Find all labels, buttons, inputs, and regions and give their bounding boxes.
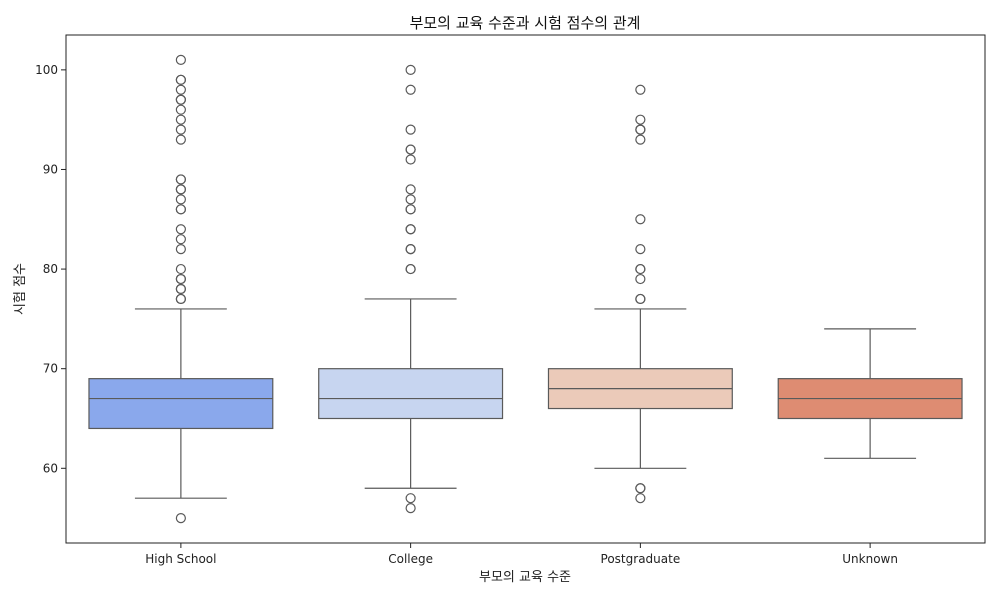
outlier-point — [175, 174, 186, 185]
outlier-point — [175, 184, 186, 195]
box-group — [88, 54, 274, 524]
y-tick-label: 70 — [43, 362, 58, 376]
outlier-point — [175, 114, 186, 125]
outlier-point — [175, 124, 186, 135]
iqr-box — [318, 368, 504, 420]
outlier-point — [175, 104, 186, 115]
x-tick-label: Postgraduate — [601, 552, 681, 566]
iqr-box — [88, 378, 274, 430]
x-tick-label: College — [388, 552, 433, 566]
outlier-point — [405, 154, 416, 165]
x-tick-label: Unknown — [842, 552, 898, 566]
outlier-point — [405, 84, 416, 95]
outlier-point — [175, 263, 186, 275]
outlier-point — [635, 134, 646, 145]
outlier-point — [405, 124, 416, 135]
outlier-point — [635, 263, 646, 275]
x-tick-label: High School — [145, 552, 216, 566]
outlier-point — [175, 194, 186, 205]
outlier-point — [175, 134, 186, 145]
outlier-point — [175, 94, 186, 105]
y-tick-label: 80 — [43, 262, 58, 276]
y-tick-label: 100 — [35, 63, 58, 77]
outlier-point — [175, 293, 186, 305]
outlier-point — [405, 503, 416, 514]
outlier-point — [405, 64, 416, 75]
box-group — [318, 64, 504, 514]
y-axis-label: 시험 점수 — [13, 263, 28, 315]
outlier-point — [635, 273, 646, 285]
outlier-point — [175, 224, 186, 235]
outlier-point — [175, 74, 186, 85]
y-tick-label: 90 — [43, 162, 58, 176]
outlier-point — [405, 194, 416, 205]
outlier-point — [405, 224, 416, 235]
outlier-point — [635, 483, 646, 494]
outlier-point — [175, 234, 186, 245]
y-tick-label: 60 — [43, 461, 58, 475]
outlier-point — [175, 54, 186, 66]
chart-title: 부모의 교육 수준과 시험 점수의 관계 — [410, 14, 641, 32]
outlier-point — [635, 84, 646, 95]
outlier-point — [635, 493, 646, 504]
outlier-point — [635, 244, 646, 255]
outlier-point — [175, 273, 186, 285]
outlier-point — [635, 114, 646, 125]
outlier-point — [175, 283, 186, 295]
outlier-point — [405, 244, 416, 255]
x-axis-label: 부모의 교육 수준 — [479, 570, 571, 585]
outlier-point — [405, 493, 416, 504]
plot-frame — [65, 34, 986, 544]
box-group — [777, 328, 963, 459]
outlier-point — [175, 204, 186, 215]
outlier-point — [405, 204, 416, 215]
outlier-point — [635, 214, 646, 225]
outlier-point — [175, 84, 186, 95]
outlier-point — [405, 263, 416, 275]
outlier-point — [405, 144, 416, 155]
outlier-point — [175, 244, 186, 255]
outlier-point — [635, 124, 646, 135]
outlier-point — [175, 512, 186, 524]
outlier-point — [405, 184, 416, 195]
box-group — [547, 84, 733, 504]
plot-area: 60 70 80 90 100 High School College Postgraduat… — [35, 54, 963, 566]
outlier-point — [635, 293, 646, 305]
